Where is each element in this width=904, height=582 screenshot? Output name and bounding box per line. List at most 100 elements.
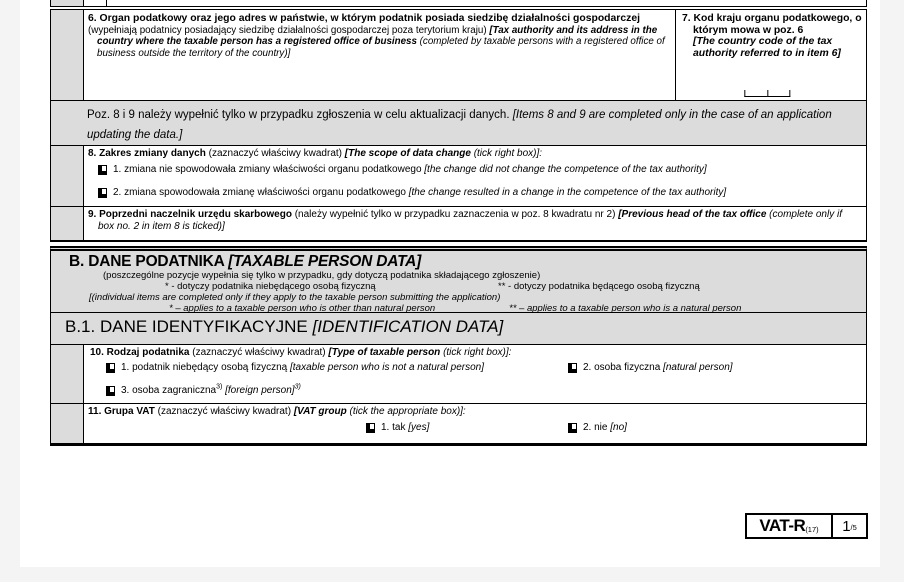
field-8-option-2: 2. zmiana spowodowała zmianę właściwości… [98, 187, 726, 198]
field-8-hint-pl: (zaznaczyć właściwy kwadrat) [208, 148, 345, 159]
checkbox-8-2-label-pl: 2. zmiana spowodowała zmianę właściwości… [113, 187, 409, 198]
form-version: (17) [805, 525, 819, 534]
field-8-option-1: 1. zmiana nie spowodowała zmiany właściw… [98, 164, 707, 175]
field-9-title: 9. Poprzedni naczelnik urzędu skarbowego [88, 209, 295, 220]
field-11-option-yes: 1. tak [yes] [366, 422, 429, 433]
checkbox-8-1-label: 1. zmiana nie spowodowała zmiany właściw… [113, 164, 707, 175]
note-items-8-9: Poz. 8 i 9 należy wypełnić tylko w przyp… [50, 101, 867, 146]
checkbox-11-yes-label-pl: 1. tak [381, 422, 409, 433]
remnant-divider [106, 0, 107, 6]
checkbox-11-no-label-en: [no] [610, 422, 627, 433]
section-b-sub2a: * - dotyczy podatnika niebędącego osobą … [165, 281, 376, 292]
row-remnant-top [50, 0, 867, 7]
field-11-hint-pl: (zaznaczyć właściwy kwadrat) [157, 406, 294, 417]
left-margin-cell [51, 404, 84, 443]
field-7-country-code: 7. Kod kraju organu podatkowego, o który… [676, 10, 866, 100]
field-10-title-en: [Type of taxable person [328, 347, 444, 358]
checkbox-11-yes[interactable] [366, 422, 375, 433]
footnote-3-marker: 3) [216, 383, 223, 391]
field-8-option-1-line: 1. zmiana nie spowodowała zmiany właściw… [84, 164, 866, 181]
page-total: /5 [850, 523, 857, 532]
field-10-header: 10. Rodzaj podatnika (zaznaczyć właściwy… [84, 345, 866, 359]
section-b1-header: B.1. DANE IDENTYFIKACYJNE [IDENTIFICATIO… [50, 313, 867, 345]
field-11-option-no: 2. nie [no] [568, 422, 627, 433]
field-7-title: 7. Kod kraju organu podatkowego, o który… [682, 13, 862, 36]
checkbox-8-1[interactable] [98, 164, 107, 175]
footer-form-code-box: VAT-R (17) 1 /5 [745, 513, 868, 539]
field-8-option-2-line: 2. zmiana spowodowała zmianę właściwości… [84, 187, 866, 204]
section-b-title-en: [TAXABLE PERSON DATA] [228, 253, 422, 270]
section-b-title: B. DANE PODATNIKA [TAXABLE PERSON DATA] [51, 251, 866, 270]
row-box-11: 11. Grupa VAT (zaznaczyć właściwy kwadra… [50, 404, 867, 446]
section-b-sub1: (poszczególne pozycje wypełnia się tylko… [103, 270, 541, 281]
checkbox-10-1-label-pl: 1. podatnik niebędący osobą fizyczną [121, 362, 290, 373]
field-9-title-en: [Previous head of the tax office [618, 209, 770, 220]
left-margin-cell [51, 10, 84, 100]
checkbox-11-yes-label: 1. tak [yes] [381, 422, 429, 433]
field-9-hint-pl: (należy wypełnić tylko w przypadku zazna… [294, 209, 619, 220]
field-7-title-en: [The country code of the tax authority r… [693, 36, 841, 59]
field-10-option-1: 1. podatnik niebędący osobą fizyczną [ta… [106, 362, 484, 373]
left-margin-cell [51, 207, 84, 240]
field-10-taxpayer-type: 10. Rodzaj podatnika (zaznaczyć właściwy… [84, 345, 866, 403]
checkbox-8-2-label-en: [the change resulted in a change in the … [408, 187, 727, 198]
checkbox-11-yes-label-en: [yes] [408, 422, 430, 433]
note-en: [Items 8 and 9 are completed only in the… [87, 109, 832, 141]
section-b-sub4b: ** – applies to a taxable person who is … [509, 303, 742, 314]
field-8-scope-of-change: 8. Zakres zmiany danych (zaznaczyć właśc… [84, 146, 866, 206]
country-code-char-2[interactable] [766, 90, 791, 97]
tax-authority-input-area[interactable] [84, 58, 675, 100]
checkbox-10-2[interactable] [568, 362, 577, 373]
section-b1-title-en: [IDENTIFICATION DATA] [312, 317, 504, 336]
box67-content: 6. Organ podatkowy oraz jego adres w pań… [84, 10, 866, 100]
row-box-9: 9. Poprzedni naczelnik urzędu skarbowego… [50, 207, 867, 242]
country-code-input[interactable] [744, 90, 791, 97]
row-box-6-7: 6. Organ podatkowy oraz jego adres w pań… [50, 9, 867, 101]
checkbox-10-1[interactable] [106, 362, 115, 373]
field-6-note-pl: (wypełniają podatnicy posiadający siedzi… [88, 24, 490, 36]
field-8-title: 8. Zakres zmiany danych [88, 148, 209, 159]
checkbox-11-no-label-pl: 2. nie [583, 422, 611, 433]
field-9-header: 9. Poprzedni naczelnik urzędu skarbowego… [84, 207, 866, 233]
checkbox-10-2-label-pl: 2. osoba fizyczna [583, 362, 664, 373]
left-margin-cell [51, 146, 84, 206]
checkbox-10-3-label-en: [foreign person] [225, 385, 295, 396]
checkbox-8-2-label: 2. zmiana spowodowała zmianę właściwości… [113, 187, 726, 198]
field-8-header: 8. Zakres zmiany danych (zaznaczyć właśc… [84, 146, 866, 160]
field-9-hint-en: (complete only if box no. 2 in item 8 is… [98, 209, 842, 232]
checkbox-10-1-label-en: [taxable person who is not a natural per… [290, 362, 485, 373]
field-10-title: 10. Rodzaj podatnika [90, 347, 193, 358]
field-10-options-line-1: 1. podatnik niebędący osobą fizyczną [ta… [84, 362, 866, 379]
field-11-options-line: 1. tak [yes] 2. nie [no] [84, 422, 866, 439]
field-11-vat-group: 11. Grupa VAT (zaznaczyć właściwy kwadra… [84, 404, 866, 443]
section-b-sub4: * – applies to a taxable person who is o… [51, 303, 866, 314]
field-8-hint-en: (tick right box)]: [473, 148, 543, 159]
remnant-cell [84, 0, 866, 6]
field-11-title: 11. Grupa VAT [88, 406, 158, 417]
footnote-3-marker-en: 3) [294, 383, 301, 391]
form-code-cell: VAT-R (17) [747, 515, 833, 537]
note-pl: Poz. 8 i 9 należy wypełnić tylko w przyp… [87, 109, 513, 121]
field-6-title: 6. Organ podatkowy oraz jego adres w pań… [88, 13, 640, 24]
checkbox-11-no-label: 2. nie [no] [583, 422, 627, 433]
checkbox-11-no[interactable] [568, 422, 577, 433]
field-10-options-line-2: 3. osoba zagraniczna3) [foreign person]3… [84, 383, 866, 402]
page-number-cell: 1 /5 [833, 515, 866, 537]
country-code-char-1[interactable] [744, 90, 767, 97]
checkbox-10-3-label-pl: 3. osoba zagraniczna [121, 385, 217, 396]
field-9-previous-tax-office[interactable]: 9. Poprzedni naczelnik urzędu skarbowego… [84, 207, 866, 240]
field-11-title-en: [VAT group [293, 406, 350, 417]
checkbox-8-1-label-pl: 1. zmiana nie spowodowała zmiany właściw… [113, 164, 425, 175]
page-number: 1 [842, 517, 851, 535]
section-b-sub2: * - dotyczy podatnika niebędącego osobą … [51, 281, 866, 292]
form-code: VAT-R [759, 516, 806, 535]
checkbox-8-2[interactable] [98, 187, 107, 198]
checkbox-10-3-label: 3. osoba zagraniczna3) [foreign person]3… [121, 383, 301, 396]
section-b-sub3: [(individual items are completed only if… [89, 292, 501, 303]
checkbox-10-3[interactable] [106, 385, 115, 396]
section-b1-title: B.1. DANE IDENTYFIKACYJNE [IDENTIFICATIO… [51, 313, 866, 336]
field-10-option-2: 2. osoba fizyczna [natural person] [568, 362, 733, 373]
field-10-hint-pl: (zaznaczyć właściwy kwadrat) [192, 347, 329, 358]
section-b-sub4a: * – applies to a taxable person who is o… [169, 303, 436, 314]
field-10-option-3: 3. osoba zagraniczna3) [foreign person]3… [106, 383, 301, 396]
